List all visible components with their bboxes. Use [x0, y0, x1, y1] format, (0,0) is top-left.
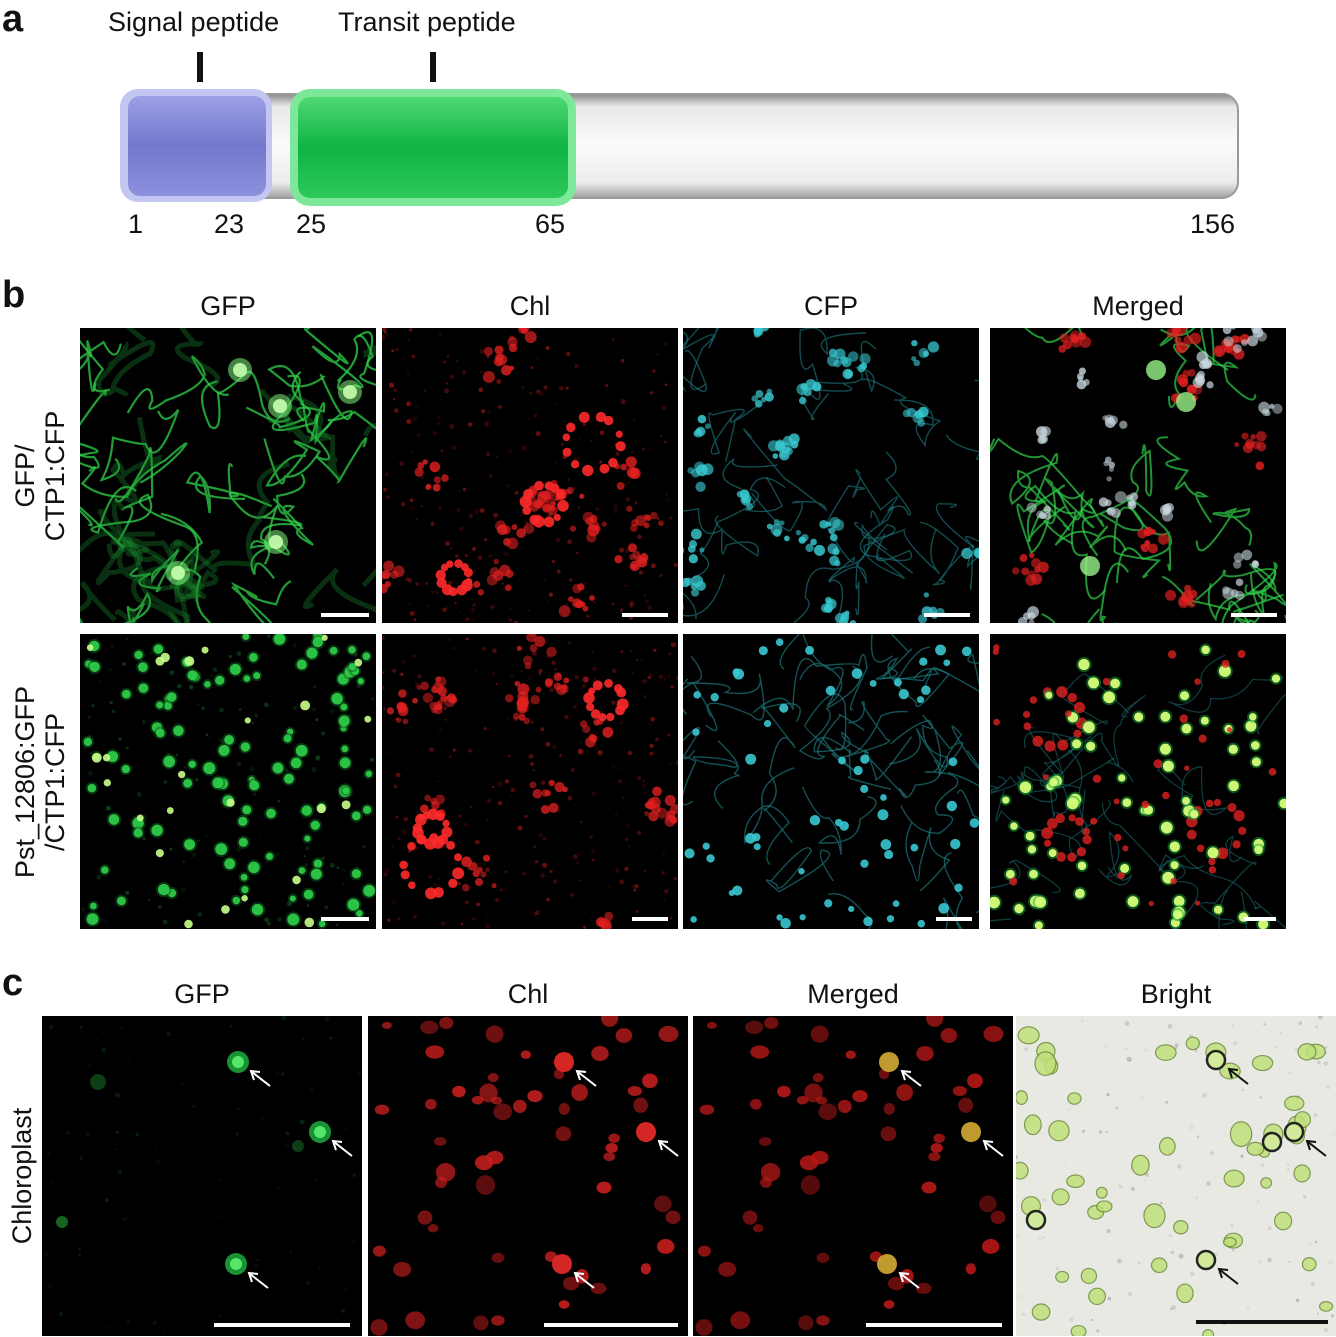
- b-r1-merged-image: [990, 328, 1286, 623]
- b-row-1-label: GFP/CTP1:CFP: [9, 410, 70, 542]
- scale-bar: [622, 613, 668, 617]
- b-col-gfp: GFP: [200, 291, 256, 321]
- c-col-bright: Bright: [1140, 979, 1212, 1009]
- scale-bar: [544, 1323, 678, 1327]
- scale-bar: [321, 613, 369, 617]
- protein-domain-diagram: [120, 52, 1239, 206]
- scale-bar: [924, 613, 970, 617]
- panel-a-letter: a: [2, 0, 24, 40]
- scale-bar: [214, 1323, 350, 1327]
- c-col-chl: Chl: [507, 979, 549, 1009]
- scale-bar: [936, 917, 972, 921]
- c-row-label: Chloroplast: [6, 1107, 37, 1245]
- b-r1-chl-image: [382, 328, 678, 623]
- c-bright-image: [1016, 1016, 1336, 1336]
- c-gfp-image: [42, 1016, 362, 1336]
- c-merged-image: [693, 1016, 1013, 1336]
- signal-peptide-label: Signal peptide: [108, 7, 280, 37]
- b-r2-merged-image: [990, 634, 1286, 929]
- c-col-merged: Merged: [807, 979, 899, 1009]
- c-chl-image: [368, 1016, 688, 1336]
- residue-23: 23: [214, 209, 245, 239]
- scale-bar: [1244, 917, 1276, 921]
- b-r2-chl-image: [382, 634, 678, 929]
- protein-backbone: [121, 93, 1239, 199]
- b-r2-gfp-image: [80, 634, 376, 929]
- residue-1: 1: [128, 209, 144, 239]
- panel-b-letter: b: [2, 274, 26, 316]
- scale-bar: [321, 917, 369, 921]
- panel-c-letter: c: [2, 962, 24, 1004]
- residue-156: 156: [1190, 209, 1236, 239]
- b-row-2-label: Pst_12806:GFP/CTP1:CFP: [9, 685, 70, 879]
- scale-bar: [1196, 1320, 1328, 1324]
- b-col-chl: Chl: [509, 291, 551, 321]
- transit-peptide-tick: [430, 52, 436, 82]
- signal-peptide-tick: [197, 52, 203, 82]
- c-col-gfp: GFP: [174, 979, 230, 1009]
- scale-bar: [866, 1323, 1002, 1327]
- b-col-merged: Merged: [1092, 291, 1184, 321]
- b-col-cfp: CFP: [804, 291, 858, 321]
- transit-peptide-label: Transit peptide: [338, 7, 516, 37]
- b-r1-cfp-image: [683, 328, 979, 623]
- residue-65: 65: [535, 209, 566, 239]
- residue-25: 25: [296, 209, 327, 239]
- scale-bar: [632, 917, 668, 921]
- b-r1-gfp-image: [80, 328, 376, 623]
- scale-bar: [1231, 613, 1277, 617]
- b-r2-cfp-image: [683, 634, 979, 929]
